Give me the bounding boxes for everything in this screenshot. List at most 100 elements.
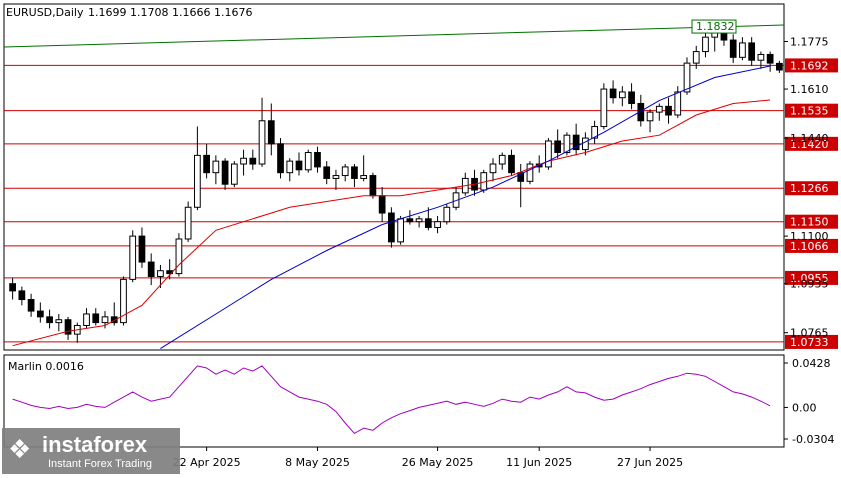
- candle-bull: [83, 313, 90, 326]
- candle-bear: [277, 143, 284, 174]
- candle-bear: [138, 235, 146, 263]
- price-tick-label: 1.0935: [790, 278, 829, 291]
- price-tick-label: 1.1440: [790, 132, 829, 145]
- candle-bull: [194, 154, 201, 208]
- brand-tagline: Instant Forex Trading: [48, 458, 152, 470]
- candle-bear: [92, 313, 100, 324]
- candle-bull: [129, 235, 137, 280]
- level-price-label: 1.1535: [790, 105, 829, 118]
- level-price-tag: [785, 103, 838, 118]
- chart-ohlc-values: 1.1699 1.1708 1.1666 1.1676: [88, 6, 252, 19]
- candle-bull: [739, 42, 746, 58]
- candle-bear: [203, 154, 210, 174]
- indicator-tick-label: 0.00: [792, 401, 817, 414]
- candle-bear: [517, 172, 525, 182]
- candle-bull: [240, 157, 247, 165]
- candle-bear: [424, 218, 432, 228]
- candle-bear: [249, 157, 257, 165]
- candle-bull: [360, 175, 368, 179]
- candle-bull: [702, 36, 709, 53]
- moving-averages: [12, 65, 771, 350]
- candle-bear: [295, 160, 303, 171]
- candle-bull: [646, 111, 654, 122]
- candle-bear: [18, 290, 26, 301]
- price-axis: 1.1775 1.1610 1.1440 1.1100 1.0935 1.0765: [784, 35, 829, 340]
- candle-bear: [508, 154, 515, 174]
- time-tick-label: 22 Apr 2025: [173, 456, 241, 469]
- candle-bear: [729, 39, 737, 58]
- ma-slow-line: [160, 65, 771, 350]
- candle-bull: [674, 91, 682, 116]
- price-tick-label: 1.1610: [790, 83, 829, 96]
- marlin-line: [12, 365, 771, 435]
- candle-bull: [101, 316, 109, 324]
- candle-bull: [397, 218, 404, 243]
- indicator-tick-label: 0.0428: [792, 357, 831, 370]
- time-tick-label: 27 Jun 2025: [617, 456, 683, 469]
- candle-bear: [609, 88, 617, 99]
- candle-bull: [415, 218, 423, 223]
- candle-bear: [36, 310, 44, 318]
- candle-bull: [258, 120, 266, 165]
- trend-label-box: [691, 19, 737, 34]
- indicator-title: Marlin 0.0016: [8, 360, 84, 373]
- level-price-label: 1.1692: [790, 59, 829, 72]
- candle-bear: [388, 212, 395, 243]
- level-price-label: 1.0733: [790, 336, 829, 349]
- candle-bull: [757, 53, 765, 61]
- level-price-label: 1.0955: [790, 272, 829, 285]
- level-price-label: 1.1266: [790, 182, 829, 195]
- candle-bull: [286, 160, 294, 174]
- candle-bear: [637, 102, 645, 122]
- candle-bear: [9, 283, 16, 292]
- main-panel-border: [3, 3, 785, 351]
- candle-bull: [332, 175, 340, 179]
- time-tick-label: 26 May 2025: [402, 456, 474, 469]
- candle-bull: [591, 126, 598, 139]
- level-price-label: 1.1420: [790, 138, 829, 151]
- level-price-tag: [785, 214, 838, 229]
- candle-bear: [46, 316, 53, 324]
- brand-name: instaforex: [42, 432, 148, 457]
- candle-bear: [64, 319, 72, 335]
- candle-bear: [748, 42, 756, 61]
- indicator-tick-label: -0.0304: [792, 433, 834, 446]
- candle-bear: [147, 261, 155, 277]
- candle-bull: [498, 154, 506, 165]
- candle-bull: [618, 91, 626, 99]
- candle-bear: [314, 151, 321, 168]
- price-tick-label: 1.1775: [790, 35, 829, 48]
- candle-bear: [221, 160, 229, 185]
- trend-channel: 1.1832: [3, 19, 785, 48]
- candle-bull: [230, 163, 238, 185]
- candle-bull: [212, 160, 220, 174]
- candle-bull: [489, 163, 497, 174]
- candlesticks: [9, 22, 783, 343]
- ma-fast-line: [12, 99, 771, 347]
- candle-bull: [600, 88, 608, 128]
- candle-bear: [27, 299, 35, 312]
- level-price-tag: [785, 58, 838, 73]
- candle-bull: [55, 319, 63, 324]
- level-price-label: 1.1066: [790, 240, 829, 253]
- level-price-tag: [785, 136, 838, 151]
- time-axis: 22 Apr 2025 8 May 2025 26 May 2025 11 Jun 2…: [173, 447, 683, 469]
- candle-bear: [323, 166, 331, 179]
- candle-bull: [175, 238, 183, 275]
- candle-bull: [563, 134, 571, 153]
- candle-bull: [582, 137, 589, 151]
- brand-logo: ❖ instaforex Instant Forex Trading: [2, 428, 180, 474]
- candle-bear: [554, 140, 562, 153]
- price-tick-label: 1.0765: [790, 327, 829, 340]
- candle-bear: [351, 166, 358, 179]
- level-price-tag: [785, 238, 838, 253]
- candle-bull: [304, 151, 312, 171]
- candle-bear: [406, 218, 414, 223]
- candle-bear: [665, 105, 672, 116]
- time-tick-label: 8 May 2025: [285, 456, 350, 469]
- level-price-tag: [785, 270, 838, 285]
- candle-bear: [766, 53, 774, 64]
- candle-bull: [184, 206, 192, 240]
- candle-bull: [526, 163, 534, 182]
